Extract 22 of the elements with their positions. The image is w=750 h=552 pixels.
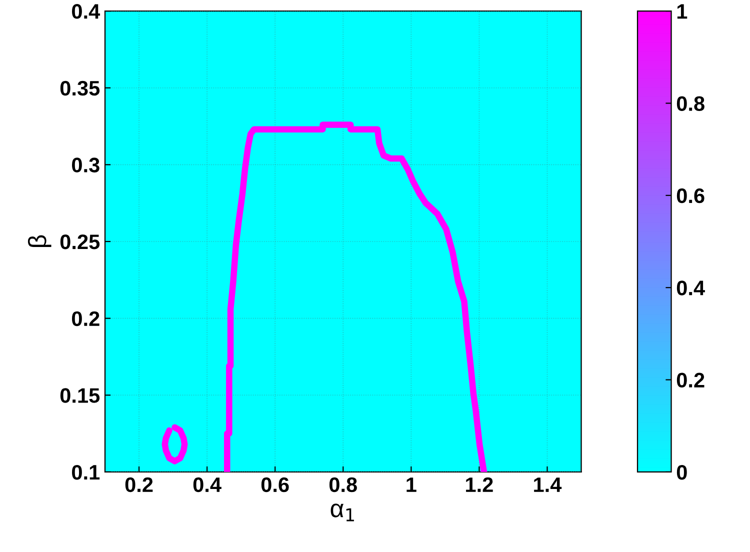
y-tick-label: 0.2: [72, 311, 100, 326]
color-bar-label: 0.8: [676, 96, 704, 111]
x-tick-label: 1.4: [534, 478, 562, 492]
color-bar-label: 0.2: [676, 372, 704, 388]
color-bar-label: 0.4: [676, 280, 705, 296]
x-tick-label: 1: [406, 478, 416, 492]
y-tick-label: 0.15: [60, 388, 100, 403]
color-bar-label: 0: [676, 464, 687, 480]
color-bar-label: 0.6: [676, 188, 704, 204]
x-tick-label: 0.6: [261, 477, 289, 492]
y-tick-label: 0.35: [60, 80, 100, 96]
y-tick-label: 0.25: [60, 234, 100, 250]
color-bar-label: 1: [677, 4, 688, 19]
y-axis-title: β: [28, 235, 52, 247]
x-tick-label: 0.2: [125, 477, 153, 492]
y-tick-label: 0.4: [72, 4, 100, 19]
x-tick-label: 1.2: [466, 477, 493, 492]
y-tick-label: 0.1: [72, 464, 100, 480]
y-tick-label: 0.3: [72, 158, 100, 172]
x-tick-label: 0.8: [329, 477, 357, 492]
x-axis-title: α$_{1}$: [330, 504, 354, 522]
x-tick-label: 0.4: [193, 477, 222, 492]
